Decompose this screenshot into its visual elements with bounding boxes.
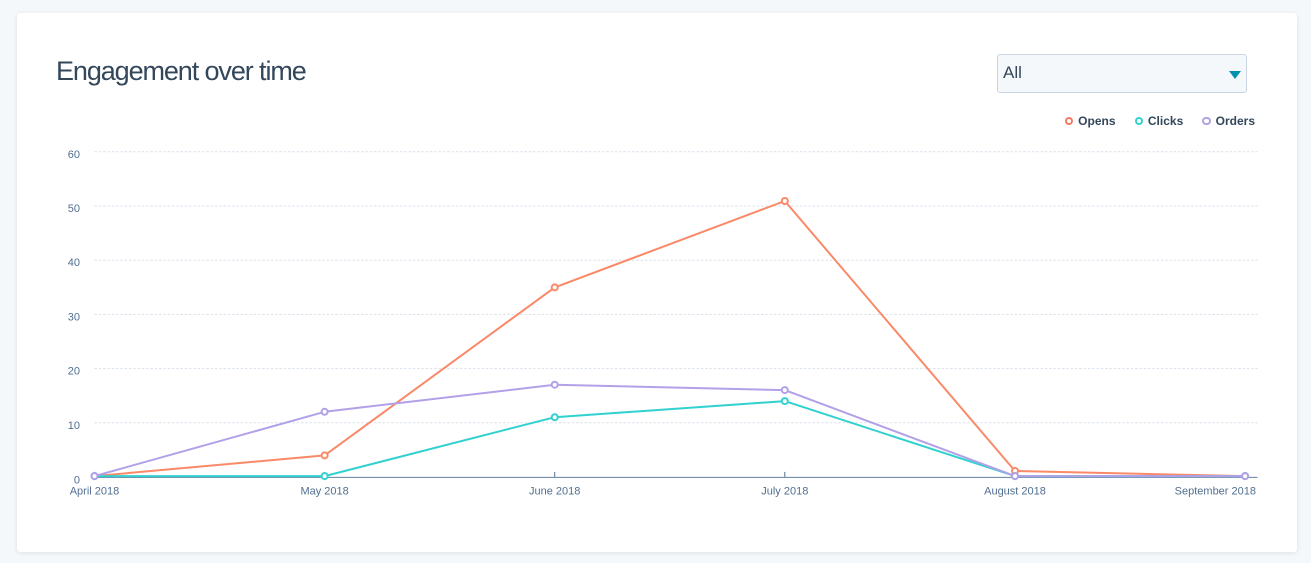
svg-text:May 2018: May 2018 xyxy=(300,486,348,498)
svg-text:10: 10 xyxy=(68,420,80,432)
svg-text:April 2018: April 2018 xyxy=(70,486,120,498)
svg-text:September 2018: September 2018 xyxy=(1175,486,1256,498)
svg-text:30: 30 xyxy=(68,311,80,323)
svg-text:50: 50 xyxy=(68,203,80,215)
svg-text:0: 0 xyxy=(74,474,80,486)
svg-text:June 2018: June 2018 xyxy=(529,486,580,498)
svg-text:August 2018: August 2018 xyxy=(984,486,1046,498)
svg-text:40: 40 xyxy=(68,257,80,269)
svg-text:20: 20 xyxy=(68,366,80,378)
svg-text:60: 60 xyxy=(68,149,80,161)
svg-text:July 2018: July 2018 xyxy=(761,486,808,498)
